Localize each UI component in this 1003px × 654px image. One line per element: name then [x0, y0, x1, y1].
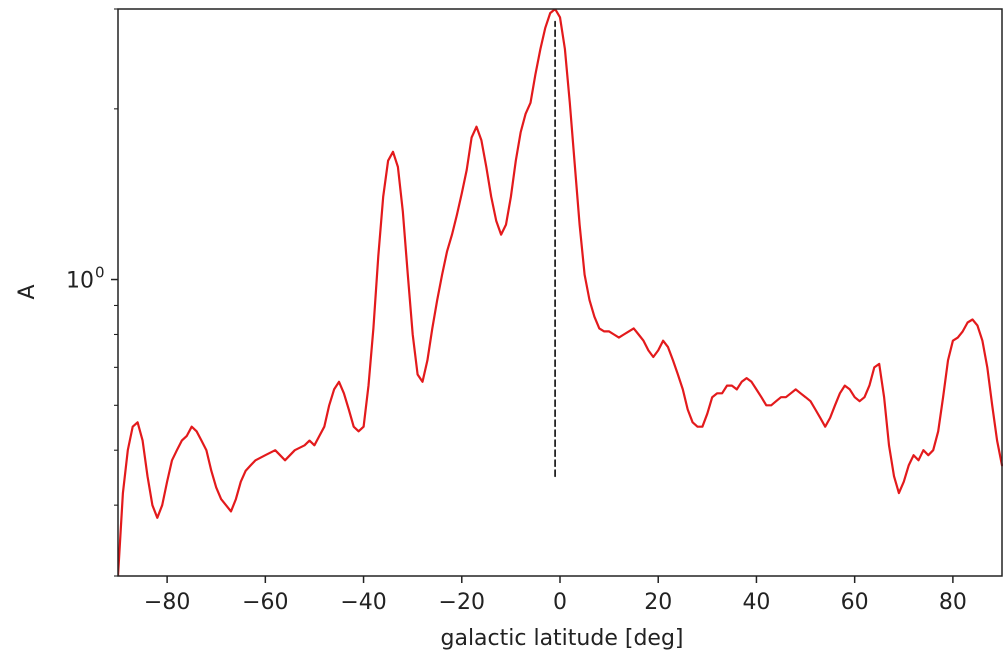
x-tick-label: 20	[644, 590, 672, 615]
x-tick-label: −20	[439, 590, 485, 615]
y-axis: 10 0	[66, 8, 118, 577]
x-tick-label: 60	[841, 590, 869, 615]
plot-frame	[117, 8, 1003, 577]
x-axis: −80 −60 −40 −20 0 20 40 60 80	[144, 576, 967, 615]
x-tick-label: −40	[340, 590, 386, 615]
y-tick-exponent: 0	[95, 264, 105, 282]
x-tick-label: 80	[939, 590, 967, 615]
x-tick-label: 0	[553, 590, 567, 615]
series-layer	[118, 9, 1003, 576]
y-tick-label: 10	[66, 269, 94, 294]
x-tick-label: 40	[742, 590, 770, 615]
x-tick-label: −80	[144, 590, 190, 615]
x-axis-label: galactic latitude [deg]	[441, 626, 684, 651]
y-axis-label: A	[15, 284, 40, 299]
series-line	[118, 9, 1003, 576]
x-tick-label: −60	[242, 590, 288, 615]
